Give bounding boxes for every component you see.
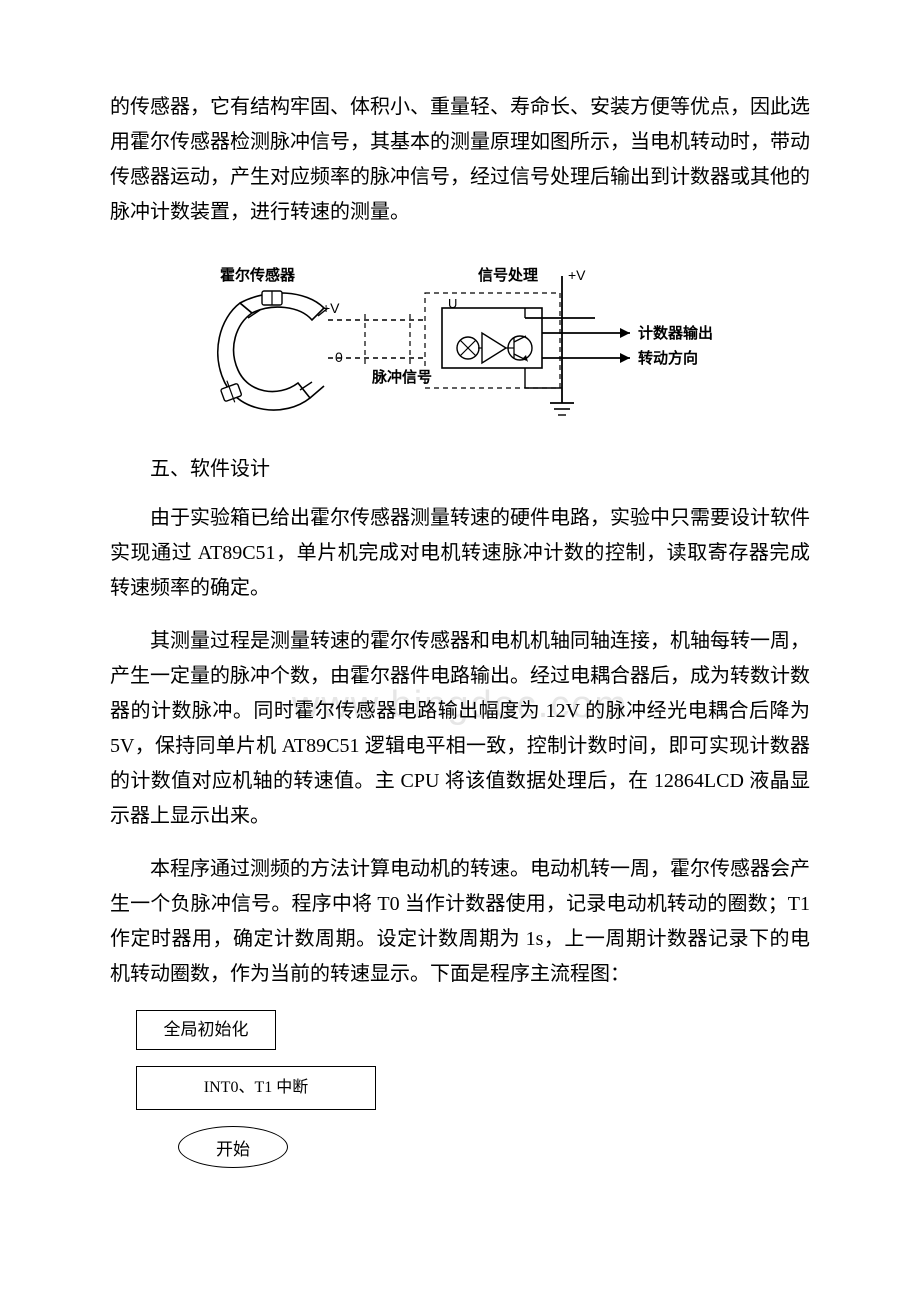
hall-sensor-shape bbox=[218, 291, 324, 410]
diagram-svg: 霍尔传感器 +V 0 脉冲信号 U bbox=[200, 258, 720, 428]
paragraph-3: 其测量过程是测量转速的霍尔传感器和电机机轴同轴连接，机轴每转一周，产生一定量的脉… bbox=[110, 624, 810, 834]
label-plus-v-right: +V bbox=[568, 267, 586, 283]
label-plus-v-left: +V bbox=[322, 300, 340, 316]
label-hall-sensor: 霍尔传感器 bbox=[220, 266, 296, 284]
heading-5: 五、软件设计 bbox=[110, 452, 810, 487]
content-layer: 的传感器，它有结构牢固、体积小、重量轻、寿命长、安装方便等优点，因此选用霍尔传感… bbox=[110, 90, 810, 1168]
document-page: www.bingdoc.com 的传感器，它有结构牢固、体积小、重量轻、寿命长、… bbox=[0, 0, 920, 1302]
flow-oval-start: 开始 bbox=[178, 1126, 288, 1168]
paragraph-4: 本程序通过测频的方法计算电动机的转速。电动机转一周，霍尔传感器会产生一个负脉冲信… bbox=[110, 852, 810, 992]
label-zero: 0 bbox=[335, 349, 343, 365]
label-rotation-dir: 转动方向 bbox=[638, 349, 698, 367]
flow-box-interrupt: INT0、T1 中断 bbox=[136, 1066, 376, 1110]
label-counter-out: 计数器输出 bbox=[638, 324, 713, 342]
circuit-diagram-wrap: 霍尔传感器 +V 0 脉冲信号 U bbox=[110, 258, 810, 428]
paragraph-2: 由于实验箱已给出霍尔传感器测量转速的硬件电路，实验中只需要设计软件实现通过 AT… bbox=[110, 501, 810, 606]
circuit-diagram: 霍尔传感器 +V 0 脉冲信号 U bbox=[200, 258, 720, 428]
paragraph-1: 的传感器，它有结构牢固、体积小、重量轻、寿命长、安装方便等优点，因此选用霍尔传感… bbox=[110, 90, 810, 230]
flowchart: 全局初始化 INT0、T1 中断 开始 bbox=[136, 1010, 810, 1168]
flow-box-init: 全局初始化 bbox=[136, 1010, 276, 1050]
label-pulse-signal: 脉冲信号 bbox=[371, 368, 432, 386]
label-signal-proc: 信号处理 bbox=[478, 266, 538, 284]
